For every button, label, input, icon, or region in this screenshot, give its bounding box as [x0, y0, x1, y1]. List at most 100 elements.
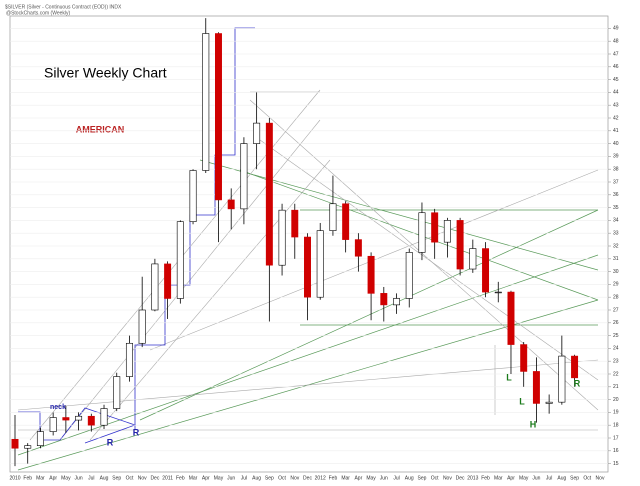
annotation: R: [133, 427, 140, 437]
chart-title: Silver Weekly Chart: [44, 65, 167, 81]
x-tick-label: Jul: [393, 475, 399, 481]
x-tick-label: Aug: [405, 475, 414, 481]
y-tick-label: 17: [613, 435, 619, 441]
annotation: R: [107, 437, 114, 447]
y-tick-label: 16: [613, 448, 619, 454]
candle-body: [393, 298, 401, 306]
annotation: L: [506, 372, 512, 382]
x-tick-label: Apr: [507, 475, 515, 481]
y-tick-label: 33: [613, 231, 619, 237]
y-tick-label: 15: [613, 461, 619, 467]
candle-body: [469, 248, 477, 270]
x-tick-label: Aug: [100, 475, 109, 481]
x-tick-label: Oct: [583, 475, 591, 481]
y-tick-label: 27: [613, 307, 619, 313]
y-tick-label: 32: [613, 243, 619, 249]
candle-body: [405, 252, 413, 299]
candle-body: [113, 376, 121, 409]
x-tick-label: Apr: [49, 475, 57, 481]
y-tick-label: 19: [613, 410, 619, 416]
x-tick-label: May: [519, 475, 529, 481]
candle-body: [253, 122, 261, 144]
x-tick-label: Dec: [456, 475, 465, 481]
candle-body: [214, 33, 222, 201]
candle-body: [100, 408, 108, 426]
x-tick-label: Nov: [443, 475, 452, 481]
candle-body: [494, 291, 502, 294]
x-tick-label: Jun: [532, 475, 540, 481]
candle-body: [49, 417, 57, 432]
candle-body: [24, 445, 32, 449]
y-tick-label: 46: [613, 64, 619, 70]
x-tick-label: Nov: [138, 475, 147, 481]
y-tick-label: 39: [613, 154, 619, 160]
x-tick-label: Sep: [570, 475, 579, 481]
x-tick-label: Sep: [265, 475, 274, 481]
x-tick-label: Nov: [290, 475, 299, 481]
x-tick-label: Nov: [596, 475, 605, 481]
y-tick-label: 18: [613, 423, 619, 429]
y-tick-label: 31: [613, 256, 619, 262]
annotation: neck: [50, 404, 66, 411]
candle-body: [265, 122, 273, 266]
candle-body: [342, 203, 350, 240]
annotation: L: [519, 396, 525, 406]
y-tick-label: 25: [613, 333, 619, 339]
candle-body: [125, 342, 133, 377]
x-tick-label: May: [61, 475, 71, 481]
x-tick-label: Apr: [202, 475, 210, 481]
candle-body: [227, 199, 235, 210]
x-tick-label: 2010: [9, 475, 20, 481]
y-tick-label: 42: [613, 115, 619, 121]
candle-body: [482, 248, 490, 293]
y-tick-label: 44: [613, 90, 619, 96]
candle-body: [62, 417, 70, 421]
x-tick-label: May: [366, 475, 376, 481]
candle-body: [278, 209, 286, 266]
x-tick-label: Dec: [150, 475, 159, 481]
subheader: @StockCharts.com (Weekly): [6, 10, 70, 16]
logo-text: AMERICAN: [76, 124, 125, 134]
candle-body: [189, 170, 197, 222]
plot: 15 16 17 18 19 20 21 22 23 24 25 26 27 28 29 30 31 32 33 34…: [9, 18, 619, 481]
candle-body: [354, 239, 362, 257]
x-tick-label: 2012: [315, 475, 326, 481]
y-tick-label: 23: [613, 359, 619, 365]
y-tick-label: 22: [613, 371, 619, 377]
annotation: H: [530, 419, 537, 429]
x-tick-label: Aug: [557, 475, 566, 481]
x-tick-label: May: [214, 475, 224, 481]
x-tick-label: 2011: [162, 475, 173, 481]
candle-body: [164, 263, 172, 299]
y-tick-label: 41: [613, 128, 619, 134]
candle-body: [571, 355, 579, 379]
y-tick-label: 45: [613, 77, 619, 83]
candle-body: [431, 212, 439, 243]
candle-body: [138, 309, 146, 344]
x-tick-label: Dec: [303, 475, 312, 481]
candle-body: [329, 203, 337, 231]
y-tick-label: 37: [613, 179, 619, 185]
x-tick-label: Jun: [75, 475, 83, 481]
x-tick-label: Feb: [23, 475, 32, 481]
candle-body: [520, 344, 528, 372]
candle-body: [291, 209, 299, 238]
candle-body: [240, 143, 248, 210]
y-tick-label: 38: [613, 167, 619, 173]
y-tick-label: 47: [613, 51, 619, 57]
x-tick-label: Mar: [494, 475, 503, 481]
candle-body: [418, 212, 426, 253]
y-tick-label: 49: [613, 26, 619, 32]
candle-body: [443, 220, 451, 243]
x-tick-label: Jun: [227, 475, 235, 481]
y-tick-label: 29: [613, 282, 619, 288]
candle-body: [176, 221, 184, 299]
y-tick-label: 36: [613, 192, 619, 198]
candle-body: [36, 431, 44, 446]
x-tick-label: Aug: [252, 475, 261, 481]
y-tick-label: 20: [613, 397, 619, 403]
candle-body: [11, 438, 19, 449]
candle-body: [545, 401, 553, 404]
candle-body: [507, 291, 515, 345]
y-tick-label: 30: [613, 269, 619, 275]
